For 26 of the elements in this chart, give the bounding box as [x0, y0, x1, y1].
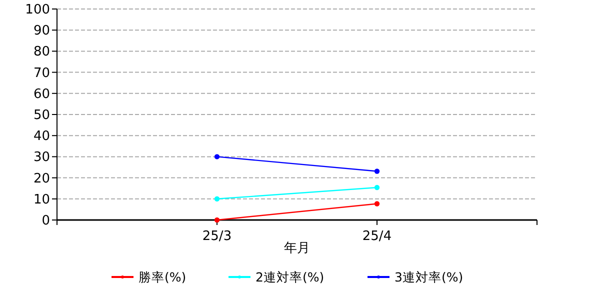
y-tick-label: 40: [33, 129, 50, 144]
legend-item: 3連対率(%): [368, 270, 464, 284]
x-tick-label: 25/4: [362, 229, 392, 244]
legend-label: 3連対率(%): [394, 270, 464, 284]
point: [374, 201, 380, 206]
x-tick-label: 25/3: [202, 229, 232, 244]
y-tick-label: 20: [33, 171, 50, 186]
legend-item: 2連対率(%): [228, 270, 324, 284]
legend-label: 勝率(%): [138, 270, 186, 284]
point: [214, 154, 220, 160]
point: [374, 168, 380, 174]
y-tick-label: 0: [42, 214, 50, 228]
legend-label: 2連対率(%): [256, 270, 324, 284]
y-tick-label: 30: [33, 150, 50, 166]
y-tick-label: 60: [33, 86, 50, 102]
y-tick-label: 80: [33, 44, 50, 60]
x-axis-title: 年月: [284, 241, 310, 256]
y-tick-label: 50: [33, 108, 50, 123]
legend-item: 勝率(%): [112, 270, 186, 284]
y-tick-label: 100: [25, 2, 50, 18]
y-tick-label: 70: [33, 66, 50, 81]
point: [214, 196, 220, 202]
y-tick-label: 90: [33, 24, 50, 39]
y-tick-label: 10: [33, 192, 50, 208]
point: [214, 217, 220, 223]
point: [374, 184, 380, 190]
